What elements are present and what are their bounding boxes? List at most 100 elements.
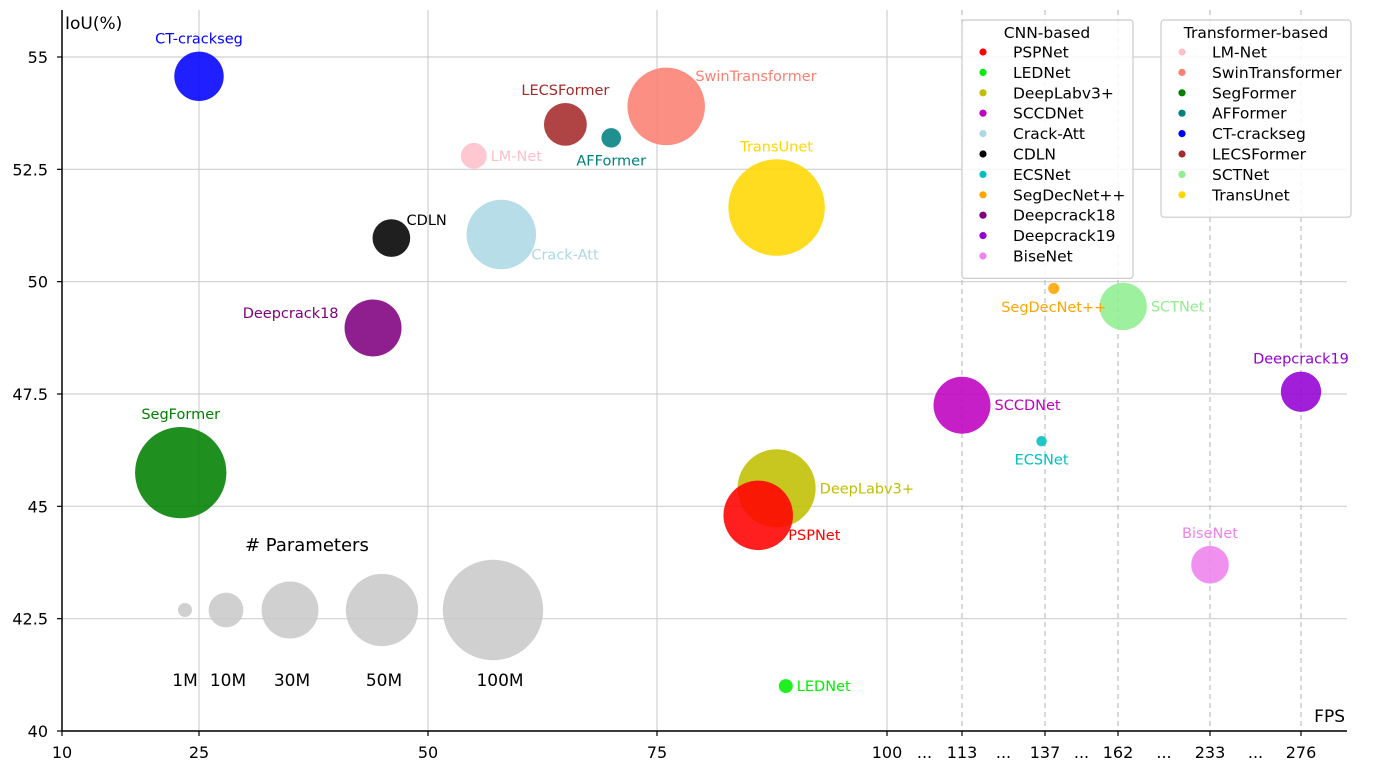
point-label: Deepcrack19: [1253, 352, 1349, 368]
legend-entry-label: Deepcrack19: [1013, 227, 1115, 245]
point-label: BiseNet: [1182, 526, 1238, 542]
legend-entry-label: LM-Net: [1212, 44, 1267, 62]
point-label: ECSNet: [1015, 452, 1069, 468]
bubble-bisenet: [1191, 545, 1229, 584]
bubble-cdln: [372, 219, 411, 257]
bubble-transunet: [728, 159, 825, 256]
x-axis-break-ellipsis: ...: [1156, 743, 1171, 761]
legend-marker: [1178, 89, 1186, 97]
size-legend-label: 100M: [476, 671, 523, 691]
legend-entry-label: Crack-Att: [1013, 125, 1085, 143]
bubble-ct-crackseg: [174, 51, 224, 102]
grid: [62, 10, 1347, 732]
bubble-segformer: [135, 426, 227, 519]
size-legend-bubble: [345, 573, 419, 647]
x-tick-label: 75: [647, 743, 667, 761]
legend-entry-label: LECSFormer: [1212, 146, 1307, 164]
legend-marker: [979, 68, 987, 76]
axes: 40 42.5 45 47.5 50 52.5 55 10 25 50 75 100 113 137 162…: [12, 10, 1347, 761]
size-legend-label: 30M: [274, 671, 310, 691]
bubble-sctnet: [1099, 282, 1147, 331]
size-legend-bubble: [178, 603, 192, 617]
x-tick-label: 113: [947, 743, 978, 761]
x-axis-break-ellipsis: ...: [917, 743, 932, 761]
x-tick-label: 100: [872, 743, 903, 761]
legend-entry-label: PSPNet: [1013, 44, 1069, 62]
x-axis-title: FPS: [1314, 707, 1345, 727]
x-axis-break-ellipsis: ...: [996, 743, 1011, 761]
point-label: LM-Net: [491, 149, 543, 165]
legend-entry-label: CDLN: [1013, 146, 1056, 164]
legend-title: Transformer-based: [1183, 24, 1328, 42]
legend-marker: [979, 48, 987, 56]
x-axis-break-ellipsis: ...: [1074, 743, 1089, 761]
size-legend: # Parameters 1M 10M 30M 50M 100M: [172, 535, 544, 691]
point-label: LECSFormer: [521, 83, 609, 99]
bubble-crack-att: [466, 199, 537, 270]
point-label: DeepLabv3+: [820, 481, 914, 497]
point-label: SCTNet: [1151, 299, 1205, 315]
bubble-pspnet: [723, 480, 793, 551]
point-label: Deepcrack18: [243, 306, 339, 322]
y-tick-label: 40: [28, 722, 48, 741]
x-tick-label: 10: [52, 743, 72, 761]
legend-marker: [979, 211, 987, 219]
legend-entry-label: LEDNet: [1013, 64, 1071, 82]
point-label: PSPNet: [788, 528, 840, 544]
legend-cnn: CNN-based PSPNet LEDNet DeepLabv3+ SCCDNet Cr…: [961, 19, 1134, 279]
bubble-sccdnet: [933, 376, 991, 434]
legend-marker: [979, 252, 987, 260]
legend-marker: [979, 232, 987, 240]
point-label: LEDNet: [797, 679, 851, 695]
bubble-segdecnet-: [1048, 282, 1060, 295]
size-legend-bubble: [208, 592, 244, 628]
bubble-deepcrack19: [1280, 371, 1322, 412]
legend-frame: [1160, 19, 1352, 218]
legend-entry-label: Deepcrack18: [1013, 207, 1115, 225]
point-label: Crack-Att: [531, 247, 599, 263]
bubble-afformer: [601, 128, 621, 148]
point-label: SegDecNet++: [1001, 300, 1106, 316]
x-tick-label: 25: [189, 743, 209, 761]
legend-marker: [1178, 68, 1186, 76]
legend-entry-label: DeepLabv3+: [1013, 84, 1114, 102]
legend-entry-label: TransUnet: [1211, 186, 1290, 204]
x-axis-break-ellipsis: ...: [1248, 743, 1263, 761]
x-tick-label: 162: [1103, 743, 1134, 761]
bubble-swintransformer: [627, 67, 705, 146]
size-legend-label: 50M: [366, 671, 402, 691]
legend-marker: [1178, 48, 1186, 56]
legend-marker: [1178, 130, 1186, 138]
legend-marker: [979, 191, 987, 199]
size-legend-bubble: [261, 581, 319, 639]
legend-entry-label: SCTNet: [1212, 166, 1269, 184]
point-label: TransUnet: [739, 139, 813, 155]
legend-transformer: Transformer-based LM-Net SwinTransformer Se…: [1160, 19, 1352, 218]
y-tick-label: 47.5: [12, 385, 48, 404]
legends: CNN-based PSPNet LEDNet DeepLabv3+ SCCDNet Cr…: [961, 19, 1352, 279]
data-points: [135, 51, 1322, 694]
point-label: CT-crackseg: [155, 32, 243, 48]
bubble-ecsnet: [1036, 435, 1047, 447]
legend-marker: [1178, 109, 1186, 117]
point-labels: PSPNet LEDNet DeepLabv3+ SCCDNet Crack-Att CD…: [141, 32, 1349, 695]
bubble-deepcrack18: [344, 299, 402, 357]
y-tick-label: 42.5: [12, 610, 48, 629]
legend-title: CNN-based: [1004, 24, 1090, 42]
bubble-lecsformer: [544, 103, 587, 146]
point-label: AFFormer: [576, 154, 646, 170]
x-tick-label: 233: [1195, 743, 1226, 761]
point-label: SwinTransformer: [695, 69, 816, 85]
bubble-lednet: [778, 679, 793, 694]
legend-frame: [961, 19, 1134, 279]
legend-entry-label: SwinTransformer: [1212, 64, 1342, 82]
point-label: CDLN: [407, 213, 447, 229]
x-tick-label: 276: [1286, 743, 1317, 761]
x-tick-label: 50: [418, 743, 438, 761]
y-tick-label: 52.5: [12, 160, 48, 179]
size-legend-label: 10M: [210, 671, 246, 691]
legend-marker: [979, 109, 987, 117]
legend-entry-label: BiseNet: [1013, 248, 1073, 266]
